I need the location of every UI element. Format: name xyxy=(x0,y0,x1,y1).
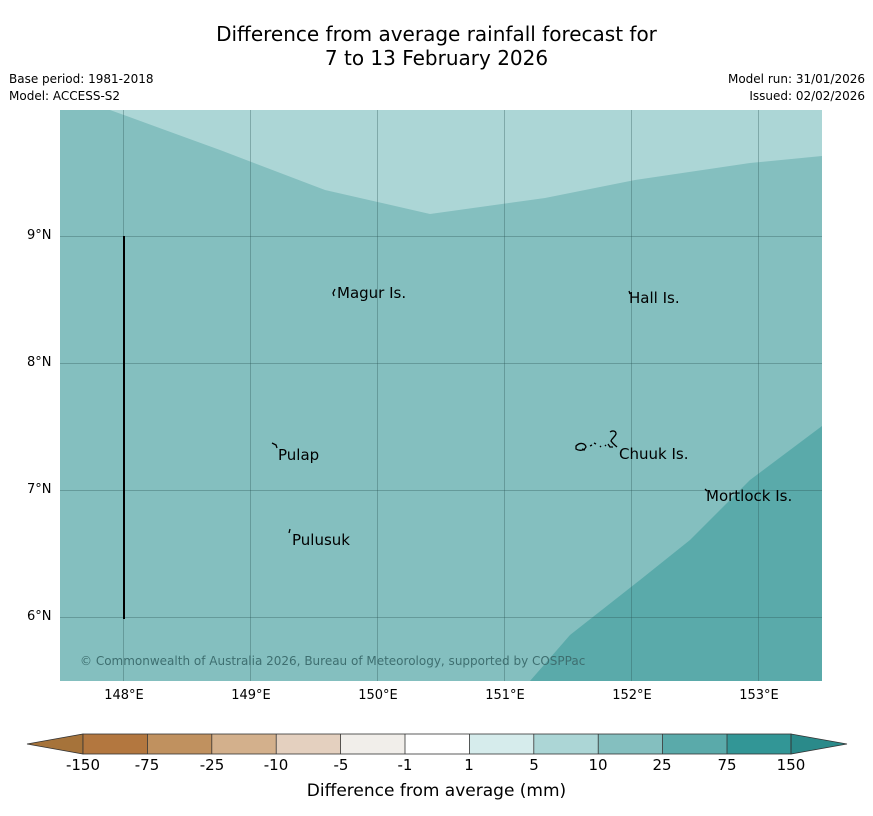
colorbar-bin-5 xyxy=(340,734,405,754)
island-pulap xyxy=(271,442,278,449)
lon-label-153: 153°E xyxy=(739,688,779,703)
meta-right: Model run: 31/01/2026 Issued: 02/02/2026 xyxy=(728,71,865,105)
place-label-magur: Magur Is. xyxy=(337,284,407,302)
meta-left: Base period: 1981-2018 Model: ACCESS-S2 xyxy=(9,71,154,105)
map-panel xyxy=(60,110,822,681)
title-line-1: Difference from average rainfall forecas… xyxy=(216,22,657,46)
band-5-10 xyxy=(110,110,822,214)
lon-label-150: 150°E xyxy=(358,688,398,703)
model-name: Model: ACCESS-S2 xyxy=(9,89,121,103)
lat-label-9: 9°N xyxy=(27,228,52,243)
lon-label-152: 152°E xyxy=(612,688,652,703)
colorbar-bin-6 xyxy=(405,734,470,754)
title-line-2: 7 to 13 February 2026 xyxy=(324,46,549,70)
island-hall xyxy=(628,290,631,295)
band-25-75 xyxy=(530,426,822,681)
island-mortlock xyxy=(704,488,708,492)
place-label-hall: Hall Is. xyxy=(629,289,680,307)
colorbar-label: 5 xyxy=(529,756,539,774)
colorbar-label: 75 xyxy=(717,756,737,774)
lat-label-8: 8°N xyxy=(27,355,52,370)
gridlines xyxy=(60,110,822,681)
lon-label-151: 151°E xyxy=(485,688,525,703)
colorbar-label: 25 xyxy=(652,756,672,774)
colorbar-label: -25 xyxy=(199,756,225,774)
colorbar-bin-10 xyxy=(662,734,727,754)
place-label-pulusuk: Pulusuk xyxy=(292,531,350,549)
lon-label-149: 149°E xyxy=(231,688,271,703)
island-chuuk-lagoon xyxy=(575,430,618,451)
colorbar-bin-3 xyxy=(211,734,277,754)
colorbar-bin-9 xyxy=(598,734,663,754)
lat-label-7: 7°N xyxy=(27,482,52,497)
colorbar-label: 1 xyxy=(464,756,474,774)
colorbar-label: 10 xyxy=(588,756,608,774)
island-pulusuk xyxy=(288,528,291,534)
colorbar-label: -5 xyxy=(333,756,349,774)
colorbar-bin-2 xyxy=(147,734,212,754)
colorbar xyxy=(26,733,848,755)
lat-label-6: 6°N xyxy=(27,609,52,624)
map-title: Difference from average rainfall forecas… xyxy=(0,22,873,70)
island-magur xyxy=(332,288,336,297)
colorbar-title: Difference from average (mm) xyxy=(306,781,567,801)
colorbar-label: -150 xyxy=(65,756,101,774)
colorbar-bin-11 xyxy=(727,734,791,754)
colorbar-label: -10 xyxy=(263,756,289,774)
colorbar-bin-7 xyxy=(469,734,534,754)
copyright-notice: © Commonwealth of Australia 2026, Bureau… xyxy=(80,654,586,668)
issued-date: Issued: 02/02/2026 xyxy=(749,89,865,103)
place-label-pulap: Pulap xyxy=(278,446,320,464)
colorbar-label: 150 xyxy=(776,756,806,774)
colorbar-extend-high xyxy=(790,733,848,755)
colorbar-extend-low xyxy=(26,733,84,755)
colorbar-label: -75 xyxy=(134,756,160,774)
map-canvas xyxy=(60,110,822,681)
colorbar-bin-1 xyxy=(83,734,148,754)
colorbar-label: -1 xyxy=(397,756,413,774)
colorbar-bin-4 xyxy=(276,734,341,754)
colorbar-bin-8 xyxy=(533,734,599,754)
base-period: Base period: 1981-2018 xyxy=(9,72,154,86)
model-run: Model run: 31/01/2026 xyxy=(727,72,865,86)
colorbar-dividers xyxy=(82,733,792,755)
place-label-mortlock: Mortlock Is. xyxy=(706,487,793,505)
place-label-chuuk: Chuuk Is. xyxy=(619,445,689,463)
islands xyxy=(271,288,708,534)
lon-label-148: 148°E xyxy=(104,688,144,703)
